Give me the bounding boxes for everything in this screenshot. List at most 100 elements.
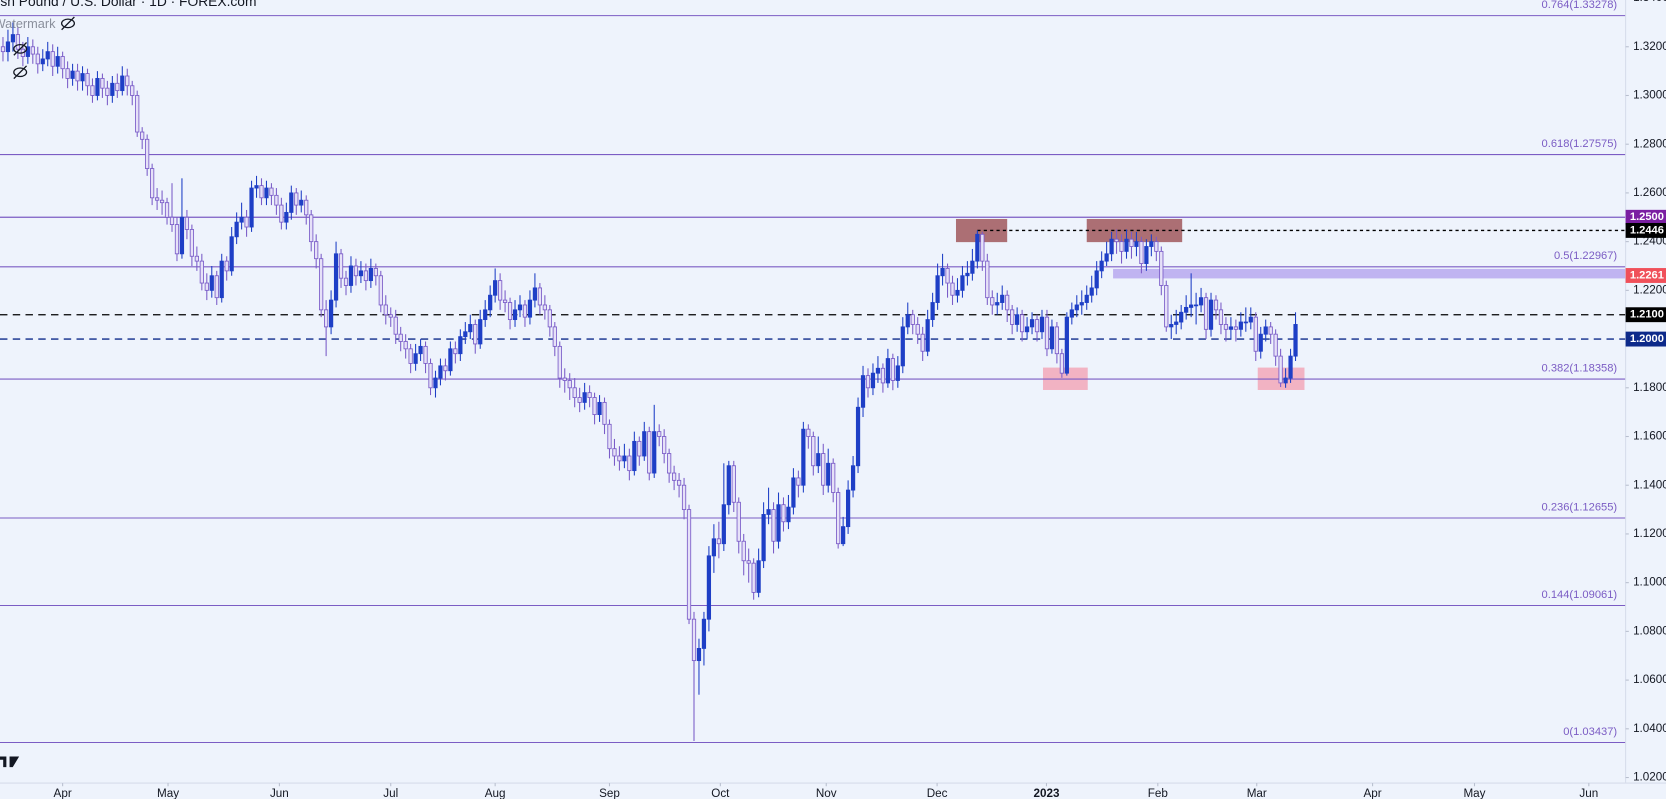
candle-body bbox=[1039, 316, 1045, 333]
visibility-icons[interactable] bbox=[13, 16, 76, 80]
candle-body bbox=[1248, 316, 1253, 323]
x-tick-label: Dec bbox=[927, 787, 948, 799]
candle-body bbox=[920, 333, 925, 352]
candle-body bbox=[905, 314, 910, 328]
candle-body bbox=[343, 277, 349, 286]
x-tick-label: Jul bbox=[383, 787, 398, 799]
candle-body bbox=[821, 453, 826, 486]
candle-body bbox=[1278, 355, 1283, 384]
candle-body bbox=[557, 345, 562, 379]
candle-body bbox=[940, 268, 945, 277]
candle-body bbox=[652, 431, 657, 474]
candle-body bbox=[537, 287, 543, 306]
candle-body bbox=[726, 465, 731, 506]
candle-body bbox=[130, 85, 135, 96]
candle-body bbox=[140, 131, 145, 140]
candle-body bbox=[154, 197, 160, 201]
candle-body bbox=[105, 87, 110, 96]
candle-body bbox=[418, 345, 423, 355]
y-tick-label: 1.1600 bbox=[1633, 430, 1666, 443]
candle-body bbox=[448, 348, 453, 372]
candle-body bbox=[289, 192, 294, 213]
candle-body bbox=[1124, 238, 1129, 252]
candle-body bbox=[75, 70, 80, 82]
candle-body bbox=[25, 46, 30, 57]
y-tick-label: 1.0200 bbox=[1633, 771, 1666, 784]
candle-body bbox=[274, 194, 279, 206]
candle-body bbox=[135, 95, 140, 133]
y-tick-label: 1.3400 bbox=[1633, 0, 1666, 4]
candle-body bbox=[493, 280, 498, 296]
x-tick-label: May bbox=[1463, 787, 1485, 799]
candle-body bbox=[254, 185, 259, 189]
candle-body bbox=[1159, 250, 1164, 286]
candle-body bbox=[403, 341, 408, 350]
candle-body bbox=[174, 224, 180, 255]
candle-body bbox=[980, 233, 985, 262]
candle-body bbox=[890, 358, 895, 381]
price-label-box bbox=[1625, 307, 1666, 323]
candle-body bbox=[622, 455, 627, 462]
candle-body bbox=[990, 297, 995, 306]
candle-body bbox=[90, 85, 95, 96]
candle-body bbox=[184, 216, 190, 230]
candle-body bbox=[1179, 311, 1184, 323]
candle-body bbox=[483, 309, 488, 321]
candle-body bbox=[110, 82, 115, 96]
candle-body bbox=[1099, 260, 1104, 272]
candle-body bbox=[363, 270, 369, 282]
fib-level-label: 0.618(1.27575) bbox=[1542, 138, 1618, 150]
candle-body bbox=[801, 428, 806, 486]
x-tick-label: Feb bbox=[1148, 787, 1168, 799]
candle-body bbox=[1104, 253, 1109, 262]
candle-body bbox=[219, 260, 224, 299]
x-tick-label: Aug bbox=[485, 787, 506, 799]
watermark: Watermark bbox=[0, 16, 56, 31]
candle-body bbox=[1084, 294, 1089, 303]
candle-body bbox=[348, 265, 354, 286]
candle-body bbox=[567, 380, 572, 389]
candle-body bbox=[761, 514, 766, 562]
candle-body bbox=[542, 304, 547, 311]
candle-body bbox=[373, 268, 378, 277]
candle-body bbox=[1029, 319, 1035, 328]
candle-body bbox=[617, 455, 622, 462]
candle-body bbox=[676, 479, 682, 486]
candle-body bbox=[95, 78, 100, 96]
candle-body bbox=[965, 272, 970, 277]
candle-body bbox=[65, 68, 70, 79]
candle-body bbox=[1258, 333, 1263, 352]
candle-body bbox=[284, 211, 289, 223]
fib-level-label: 0.382(1.18358) bbox=[1542, 362, 1618, 374]
fib-level-label: 0(1.03437) bbox=[1563, 726, 1617, 738]
candle-body bbox=[120, 75, 125, 92]
candle-body bbox=[473, 324, 478, 345]
candle-body bbox=[468, 324, 473, 333]
candle-body bbox=[1203, 297, 1209, 330]
candle-body bbox=[855, 406, 861, 467]
candle-body bbox=[875, 367, 881, 374]
candle-body bbox=[1213, 299, 1219, 311]
candle-body bbox=[865, 375, 871, 389]
candle-body bbox=[662, 436, 667, 454]
candle-body bbox=[1233, 326, 1238, 330]
price-label: 1.2500 bbox=[1630, 211, 1664, 223]
candle-body bbox=[204, 282, 209, 291]
candle-body bbox=[796, 477, 801, 486]
candle-body bbox=[736, 501, 741, 542]
candle-body bbox=[910, 314, 915, 325]
chart-title: British Pound / U.S. Dollar · 1D · FOREX… bbox=[0, 0, 256, 9]
candle-body bbox=[145, 138, 150, 169]
candle-body bbox=[179, 216, 185, 255]
candle-body bbox=[1049, 326, 1055, 350]
candle-body bbox=[463, 331, 468, 338]
candle-body bbox=[512, 309, 518, 321]
y-tick-label: 1.2600 bbox=[1633, 186, 1666, 199]
candle-body bbox=[1283, 377, 1288, 384]
candle-body bbox=[1164, 285, 1169, 328]
candle-body bbox=[587, 392, 592, 398]
candle-body bbox=[532, 287, 538, 301]
candle-body bbox=[70, 70, 75, 79]
